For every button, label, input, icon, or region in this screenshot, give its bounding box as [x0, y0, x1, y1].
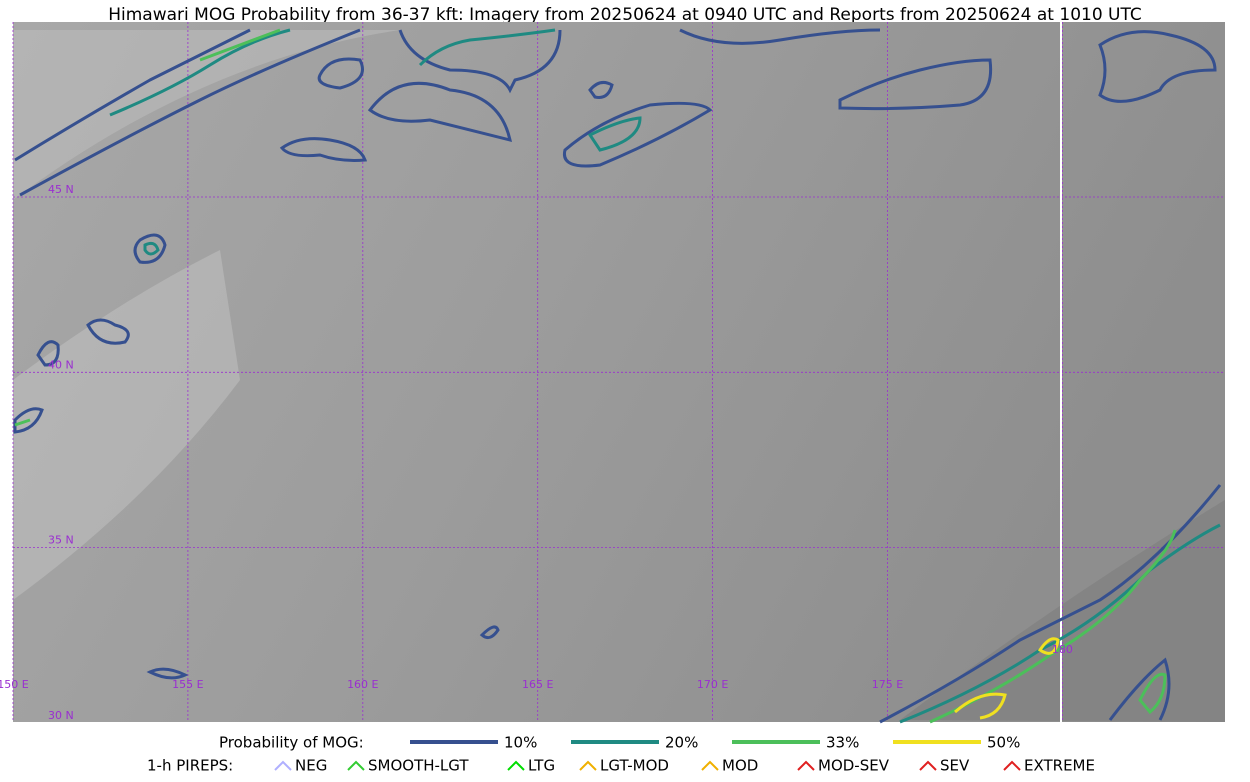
latitude-labels: 45 N 40 N 35 N 30 N	[48, 183, 74, 722]
lon-label: 165 E	[522, 678, 553, 691]
pirep-symbol	[507, 760, 525, 771]
graticule	[12, 22, 1225, 722]
legend: Probability of MOG: 1-h PIREPS: 10% 20% 33…	[147, 734, 1095, 775]
pirep-symbol	[347, 760, 365, 771]
lat-label: 35 N	[48, 534, 74, 547]
contours	[13, 28, 1222, 724]
lat-label: 45 N	[48, 183, 74, 196]
lon-label: 175 E	[872, 678, 903, 691]
lat-label: 30 N	[48, 709, 74, 722]
pirep-symbol	[1003, 760, 1021, 771]
pirep-symbol	[797, 760, 815, 771]
legend-label: 20%	[665, 734, 698, 752]
legend-title: Probability of MOG:	[219, 734, 364, 752]
bright-cloud	[13, 250, 240, 600]
legend-label: 33%	[826, 734, 859, 752]
legend-label: 10%	[504, 734, 537, 752]
lon-label: 170 E	[697, 678, 728, 691]
pirep-symbol	[701, 760, 719, 771]
pireps-title: 1-h PIREPS:	[147, 757, 233, 775]
pirep-label: MOD	[722, 757, 758, 775]
bright-cloud	[13, 30, 400, 200]
legend-label: 50%	[987, 734, 1020, 752]
pirep-symbol	[274, 760, 292, 771]
pirep-label: EXTREME	[1024, 757, 1095, 775]
pirep-symbol	[919, 760, 937, 771]
pirep-label: MOD-SEV	[818, 757, 890, 775]
lon-label: 180	[1052, 643, 1073, 656]
pirep-label: LGT-MOD	[600, 757, 669, 775]
longitude-labels: 150 E 155 E 160 E 165 E 170 E 175 E 180	[0, 643, 1073, 691]
title: Himawari MOG Probability from 36-37 kft:…	[108, 5, 1142, 25]
lat-label: 40 N	[48, 358, 74, 371]
pirep-symbol	[579, 760, 597, 771]
map: 45 N 40 N 35 N 30 N 150 E 155 E 160 E 165 E 170…	[0, 22, 1225, 724]
lon-label: 155 E	[172, 678, 203, 691]
lon-label: 160 E	[347, 678, 378, 691]
pirep-label: NEG	[295, 757, 327, 775]
lon-label: 150 E	[0, 678, 29, 691]
pirep-label: SEV	[940, 757, 970, 775]
pirep-label: SMOOTH-LGT	[368, 757, 469, 775]
pirep-label: LTG	[528, 757, 555, 775]
